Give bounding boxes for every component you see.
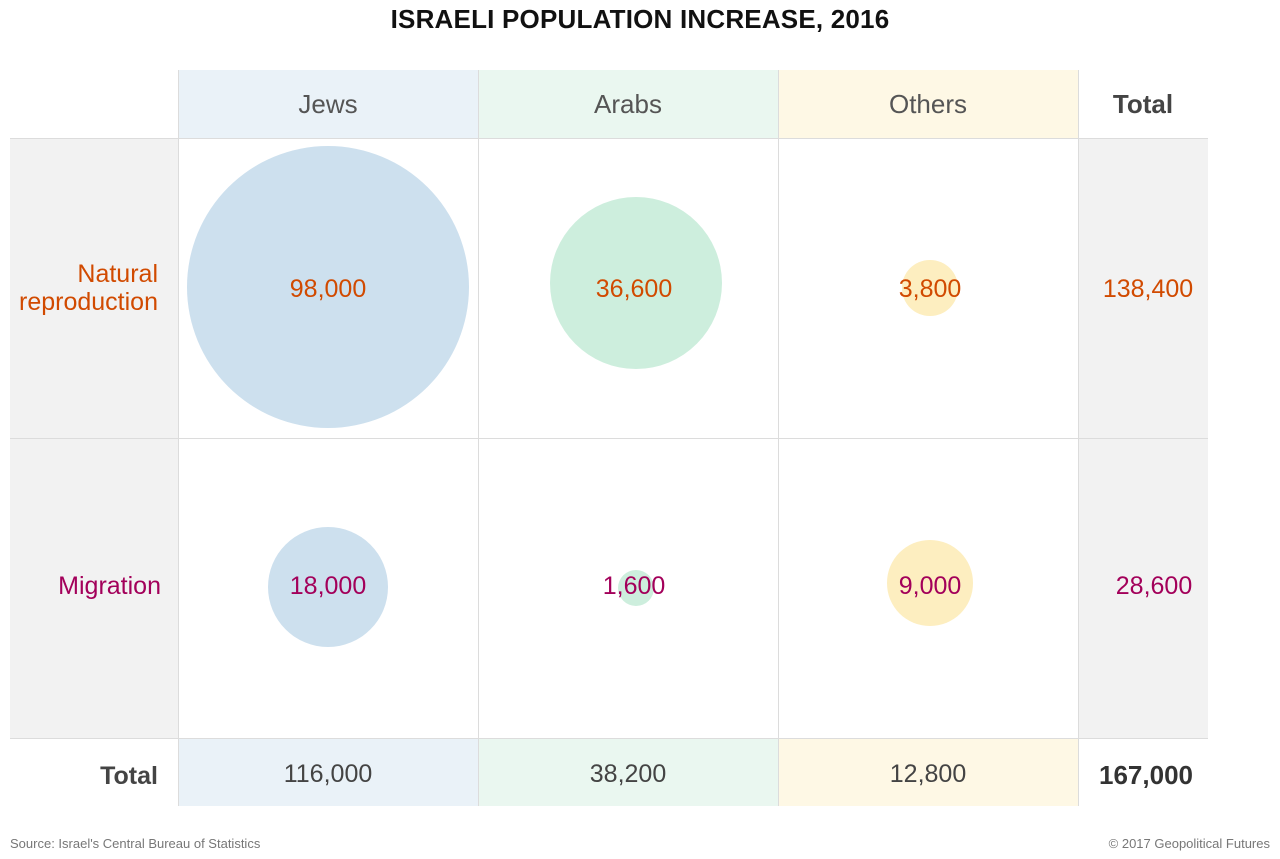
row-label-line: reproduction xyxy=(19,288,158,316)
value-migration-jews: 18,000 xyxy=(289,572,367,600)
grid-line xyxy=(10,138,1208,139)
bubble-migration-arabs xyxy=(617,569,654,606)
others-total-band xyxy=(778,738,1078,806)
row-label-total: Total xyxy=(100,762,158,790)
bubble-natural-others xyxy=(902,260,958,316)
arabs-header-band xyxy=(478,70,778,138)
jews-header-band xyxy=(178,70,478,138)
grid-line xyxy=(10,738,1208,739)
copyright-note: © 2017 Geopolitical Futures xyxy=(1108,836,1270,851)
grid-line xyxy=(10,438,1208,439)
bubble-natural-jews xyxy=(187,146,469,428)
column-header-jews: Jews xyxy=(298,89,358,119)
row-label-line: Migration xyxy=(58,572,161,600)
value-natural-jews: 98,000 xyxy=(289,275,367,303)
value-natural-others: 3,800 xyxy=(898,275,962,303)
chart-title: ISRAELI POPULATION INCREASE, 2016 xyxy=(390,4,890,34)
source-note: Source: Israel's Central Bureau of Stati… xyxy=(10,836,261,851)
value-total-others: 12,800 xyxy=(889,760,967,788)
jews-total-band xyxy=(178,738,478,806)
value-grand-total: 167,000 xyxy=(1099,760,1193,790)
row-label-migration: Migration xyxy=(10,572,161,600)
row-label-line: Natural xyxy=(77,260,158,288)
column-header-total: Total xyxy=(1112,89,1174,119)
value-migration-others: 9,000 xyxy=(898,572,962,600)
row-label-natural-reproduction: Natural reproduction xyxy=(10,260,158,316)
column-header-others: Others xyxy=(888,89,968,119)
bubble-migration-jews xyxy=(267,526,389,648)
bubble-natural-arabs xyxy=(549,196,723,370)
arabs-total-band xyxy=(478,738,778,806)
value-total-arabs: 38,200 xyxy=(589,760,667,788)
value-total-jews: 116,000 xyxy=(283,760,373,788)
value-migration-arabs: 1,600 xyxy=(602,572,666,600)
value-natural-total: 138,400 xyxy=(1102,275,1194,303)
others-header-band xyxy=(778,70,1078,138)
column-header-arabs: Arabs xyxy=(594,89,662,119)
bubble-migration-others xyxy=(887,540,973,626)
value-migration-total: 28,600 xyxy=(1115,572,1193,600)
value-natural-arabs: 36,600 xyxy=(595,275,673,303)
